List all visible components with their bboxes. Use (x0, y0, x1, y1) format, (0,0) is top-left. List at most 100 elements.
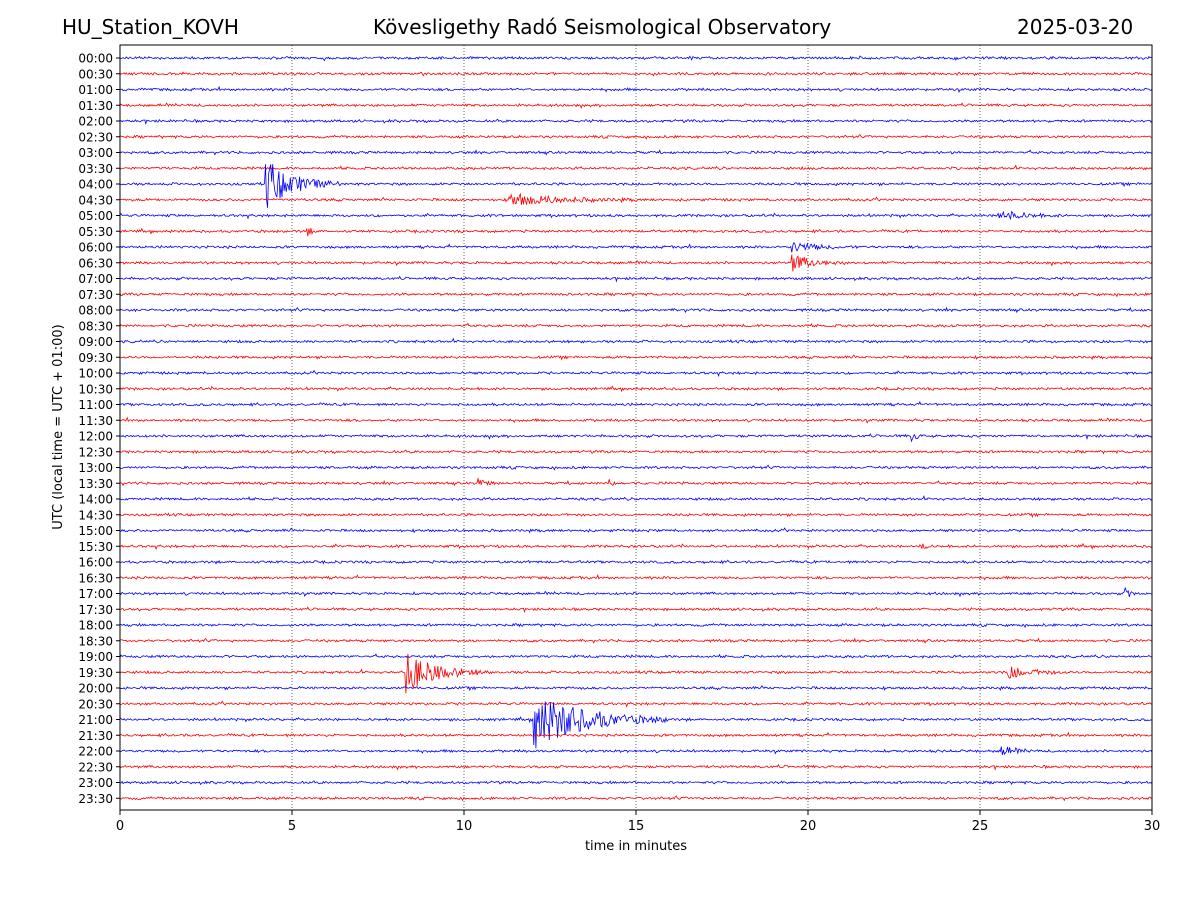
trace-row-2030 (119, 700, 1153, 708)
trace-row-1300 (119, 464, 1153, 471)
y-tick-label: 00:30 (78, 67, 113, 81)
trace-row-0000 (119, 55, 1153, 62)
y-tick-label: 00:00 (78, 52, 113, 66)
y-tick-label: 06:30 (78, 256, 113, 270)
y-tick-label: 03:30 (78, 162, 113, 176)
trace-row-1130 (119, 416, 1153, 424)
x-tick-label: 0 (116, 819, 124, 834)
y-tick-label: 23:30 (78, 792, 113, 806)
y-tick-label: 05:00 (78, 209, 113, 223)
y-tick-label: 11:00 (78, 398, 113, 412)
trace-row-0130 (119, 102, 1153, 110)
trace-row-1100 (119, 400, 1153, 407)
trace-row-0900 (119, 337, 1153, 344)
y-tick-label: 22:00 (78, 745, 113, 759)
y-tick-label: 03:00 (78, 146, 113, 160)
trace-row-0300 (119, 149, 1153, 156)
y-tick-label: 14:30 (78, 508, 113, 522)
trace-row-0100 (119, 85, 1153, 94)
y-tick-label: 06:00 (78, 241, 113, 255)
y-tick-label: 02:30 (78, 130, 113, 144)
trace-row-2330 (119, 795, 1153, 802)
trace-row-2130 (119, 731, 1153, 738)
y-tick-label: 20:30 (78, 697, 113, 711)
trace-row-1900 (119, 653, 1153, 659)
trace-row-2000 (119, 685, 1153, 692)
trace-row-0330 (119, 164, 1153, 171)
trace-row-0800 (119, 306, 1153, 314)
observatory-title: Kövesligethy Radó Seismological Observat… (373, 15, 832, 39)
trace-row-0700 (119, 275, 1153, 283)
y-tick-label: 12:00 (78, 430, 113, 444)
trace-row-0730 (119, 292, 1153, 298)
trace-row-1030 (119, 385, 1153, 393)
trace-row-1630 (119, 574, 1153, 581)
trace-row-1530 (119, 542, 1153, 551)
y-tick-label: 23:00 (78, 776, 113, 790)
y-tick-label: 13:00 (78, 461, 113, 475)
trace-row-0200 (119, 118, 1153, 126)
trace-row-0600 (119, 241, 1153, 253)
y-tick-label: 17:00 (78, 587, 113, 601)
y-tick-label: 20:00 (78, 682, 113, 696)
y-tick-label: 09:00 (78, 335, 113, 349)
y-tick-label: 08:00 (78, 304, 113, 318)
y-tick-label: 19:30 (78, 666, 113, 680)
y-tick-label: 12:30 (78, 445, 113, 459)
trace-row-0400 (119, 164, 1153, 208)
trace-row-1600 (119, 559, 1153, 565)
y-tick-label: 17:30 (78, 603, 113, 617)
trace-row-1330 (119, 478, 1153, 487)
trace-row-0530 (119, 227, 1153, 237)
y-tick-label: 04:00 (78, 178, 113, 192)
y-tick-label: 08:30 (78, 319, 113, 333)
trace-row-1730 (119, 606, 1153, 614)
y-tick-label: 09:30 (78, 351, 113, 365)
trace-row-2300 (119, 780, 1153, 786)
plot-date: 2025-03-20 (1017, 15, 1134, 39)
trace-row-1430 (119, 512, 1153, 519)
y-tick-label: 07:30 (78, 288, 113, 302)
y-tick-label: 13:30 (78, 477, 113, 491)
x-tick-label: 5 (288, 819, 296, 834)
y-tick-label: 05:30 (78, 225, 113, 239)
y-tick-label: 14:00 (78, 493, 113, 507)
y-tick-label: 11:30 (78, 414, 113, 428)
trace-row-0630 (119, 254, 1153, 272)
trace-row-1000 (119, 369, 1153, 377)
x-tick-label: 15 (628, 819, 645, 834)
trace-row-0500 (119, 210, 1153, 221)
y-axis-label: UTC (local time = UTC + 01:00) (51, 324, 66, 529)
y-tick-label: 02:00 (78, 115, 113, 129)
grid-lines (291, 45, 981, 810)
x-axis-label: time in minutes (585, 839, 687, 854)
y-tick-label: 10:00 (78, 367, 113, 381)
y-tick-label: 15:00 (78, 524, 113, 538)
y-tick-label: 21:30 (78, 729, 113, 743)
y-tick-label: 16:30 (78, 571, 113, 585)
y-tick-label: 01:30 (78, 99, 113, 113)
y-tick-label: 07:00 (78, 272, 113, 286)
x-tick-label: 25 (972, 819, 989, 834)
trace-row-1400 (119, 495, 1153, 502)
y-tick-label: 22:30 (78, 760, 113, 774)
trace-row-2100 (119, 701, 1153, 749)
trace-row-0430 (119, 192, 1153, 206)
y-tick-label: 18:00 (78, 619, 113, 633)
trace-row-2200 (119, 746, 1153, 756)
x-tick-label: 10 (456, 819, 473, 834)
y-tick-label: 04:30 (78, 193, 113, 207)
trace-row-1200 (119, 433, 1153, 443)
x-tick-label: 20 (800, 819, 817, 834)
trace-row-0230 (119, 133, 1153, 140)
trace-row-1830 (119, 637, 1153, 644)
trace-row-1930 (119, 653, 1153, 694)
trace-row-0930 (119, 354, 1153, 361)
seismic-traces (119, 55, 1153, 802)
trace-row-1800 (119, 622, 1153, 628)
y-tick-label: 18:30 (78, 634, 113, 648)
y-tick-label: 10:30 (78, 382, 113, 396)
trace-row-1230 (119, 449, 1153, 455)
